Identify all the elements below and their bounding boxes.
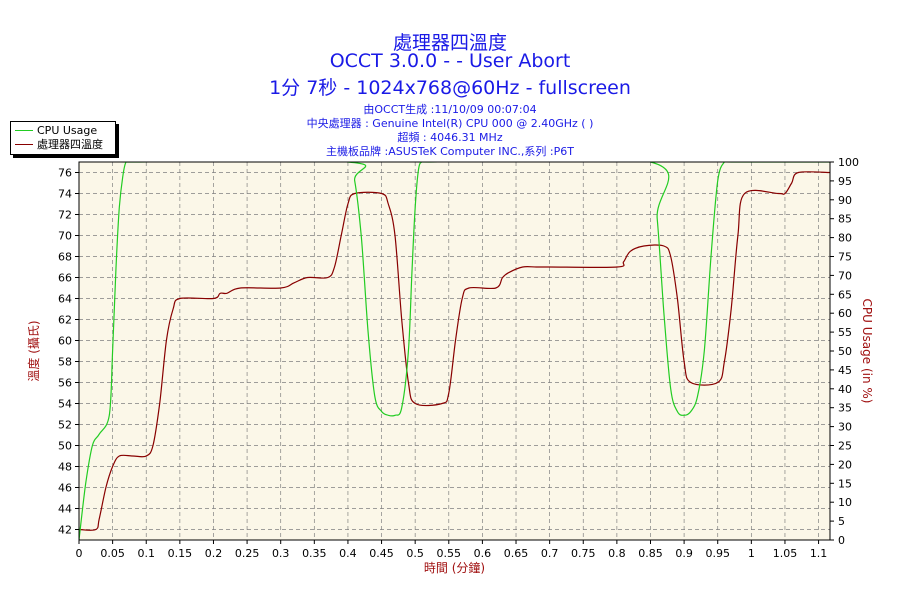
y-right-tick-label: 90	[838, 194, 852, 207]
x-tick-label: 0.25	[235, 547, 260, 560]
y-right-tick-label: 65	[838, 288, 852, 301]
x-tick-label: 0.8	[608, 547, 626, 560]
y-left-tick-label: 44	[58, 503, 72, 516]
x-tick-label: 0.15	[168, 547, 193, 560]
series-line-cpu-usage	[79, 162, 830, 540]
x-tick-label: 0.05	[100, 547, 125, 560]
x-tick-label: 0	[76, 547, 83, 560]
legend-label-cpu4-temp: 處理器四溫度	[37, 138, 103, 151]
y-left-tick-label: 50	[58, 440, 72, 453]
x-tick-label: 0.85	[638, 547, 663, 560]
x-tick-label: 1.1	[810, 547, 828, 560]
x-tick-label: 0.95	[705, 547, 730, 560]
series-layer	[79, 162, 830, 540]
chart-subtitle-test-info: 1分 7秒 - 1024x768@60Hz - fullscreen	[269, 77, 631, 99]
y-right-tick-label: 60	[838, 307, 852, 320]
y-right-tick-label: 25	[838, 440, 852, 453]
legend-item-cpu4-temp: 處理器四溫度	[15, 137, 103, 151]
x-tick-label: 1.05	[773, 547, 798, 560]
y-left-tick-label: 46	[58, 482, 72, 495]
x-tick-label: 0.75	[571, 547, 596, 560]
info-generated-by: 由OCCT生成 :11/10/09 00:07:04	[363, 103, 537, 116]
y-right-tick-label: 75	[838, 251, 852, 264]
x-tick-label: 0.35	[302, 547, 327, 560]
y-right-tick-label: 50	[838, 345, 852, 358]
info-cpu: 中央處理器 : Genuine Intel(R) CPU 000 @ 2.40G…	[306, 117, 594, 130]
legend-label-cpu-usage: CPU Usage	[37, 123, 98, 137]
x-tick-label: 0.55	[437, 547, 462, 560]
y-left-tick-label: 62	[58, 314, 72, 327]
y-left-tick-label: 66	[58, 272, 72, 285]
y-left-tick-label: 64	[58, 293, 72, 306]
y-right-tick-label: 70	[838, 269, 852, 282]
legend-item-cpu-usage: CPU Usage	[15, 123, 97, 137]
info-motherboard: 主機板品牌 :ASUSTeK Computer INC.,系列 :P6T	[326, 145, 574, 158]
y-right-tick-label: 40	[838, 383, 852, 396]
x-tick-label: 1	[748, 547, 755, 560]
info-overclock: 超頻 : 4046.31 MHz	[397, 131, 503, 144]
y-left-tick-label: 70	[58, 230, 72, 243]
y-left-tick-label: 74	[58, 188, 72, 201]
x-tick-label: 0.45	[369, 547, 394, 560]
x-tick-label: 0.3	[272, 547, 290, 560]
y-right-tick-label: 45	[838, 364, 852, 377]
y-left-tick-label: 54	[58, 398, 72, 411]
y-right-tick-label: 20	[838, 458, 852, 471]
y-left-tick-label: 60	[58, 335, 72, 348]
x-tick-label: 0.9	[675, 547, 693, 560]
y-left-tick-label: 72	[58, 209, 72, 222]
y-right-tick-label: 85	[838, 213, 852, 226]
series-line-cpu4-temp	[79, 171, 830, 531]
y-left-tick-label: 48	[58, 461, 72, 474]
y-right-tick-label: 80	[838, 232, 852, 245]
y-left-tick-label: 68	[58, 251, 72, 264]
x-tick-label: 0.6	[474, 547, 492, 560]
y-right-tick-label: 15	[838, 477, 852, 490]
y-left-tick-label: 42	[58, 524, 72, 537]
x-tick-label: 0.5	[406, 547, 424, 560]
y-left-tick-label: 76	[58, 167, 72, 180]
y-right-tick-label: 5	[838, 515, 845, 528]
y-right-axis-label: CPU Usage (in %)	[860, 299, 874, 404]
legend-swatch-cpu4-temp	[15, 143, 33, 145]
chart-title: 處理器四溫度	[392, 32, 507, 54]
chart-subtitle-program: OCCT 3.0.0 - - User Abort	[329, 50, 571, 72]
y-right-tick-label: 30	[838, 421, 852, 434]
y-right-tick-label: 0	[838, 534, 845, 547]
grid-lines	[79, 162, 830, 540]
y-left-axis-label: 溫度 (攝氏)	[26, 320, 41, 381]
y-left-tick-label: 52	[58, 419, 72, 432]
y-right-tick-label: 95	[838, 175, 852, 188]
y-right-tick-label: 10	[838, 496, 852, 509]
x-tick-label: 0.1	[137, 547, 155, 560]
y-left-tick-label: 58	[58, 356, 72, 369]
x-tick-label: 0.7	[541, 547, 559, 560]
y-right-tick-label: 100	[838, 156, 859, 169]
x-tick-label: 0.4	[339, 547, 357, 560]
chart-legend: CPU Usage 處理器四溫度	[10, 121, 116, 155]
y-right-tick-label: 55	[838, 326, 852, 339]
x-tick-label: 0.2	[205, 547, 223, 560]
x-tick-label: 0.65	[504, 547, 529, 560]
y-left-tick-label: 56	[58, 377, 72, 390]
axes: 0 0.05 0.1 0.15 0.2 0.25 0.3 0.35 0.4 0.45 0.5 0.55…	[26, 156, 874, 575]
legend-swatch-cpu-usage	[15, 129, 33, 131]
x-axis-label: 時間 (分鐘)	[424, 560, 485, 575]
y-right-tick-label: 35	[838, 402, 852, 415]
